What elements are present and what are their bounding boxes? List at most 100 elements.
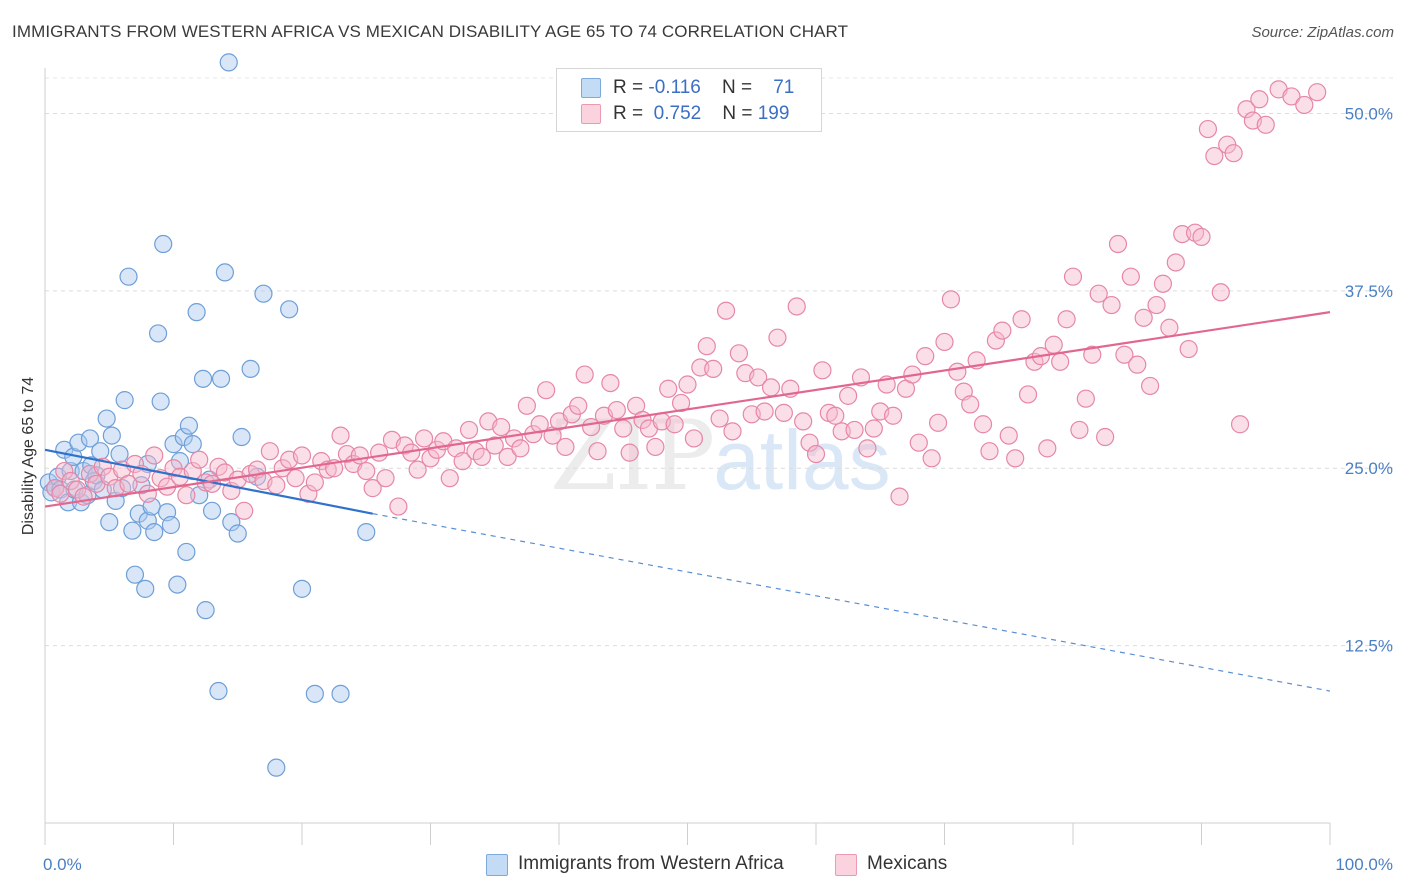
y-axis-title: Disability Age 65 to 74 — [20, 377, 37, 535]
tick-labels: 12.5% 25.0% 37.5% 50.0% 0.0% 100.0% Disability… — [20, 104, 1393, 874]
point-mexicans — [357, 461, 376, 481]
point-mexicans — [948, 362, 967, 381]
point-western-africa — [80, 429, 100, 448]
point-mexicans — [1134, 308, 1153, 327]
point-mexicans — [1237, 100, 1256, 119]
point-mexicans — [408, 460, 427, 479]
point-mexicans — [517, 396, 536, 415]
point-mexicans — [1018, 385, 1038, 404]
point-mexicans — [1205, 146, 1224, 166]
point-mexicans — [684, 429, 704, 448]
point-western-africa — [145, 522, 164, 542]
point-western-africa — [164, 435, 183, 454]
point-mexicans — [145, 446, 164, 465]
point-mexicans — [1044, 335, 1063, 354]
point-mexicans — [235, 501, 254, 520]
point-mexicans — [1230, 415, 1250, 434]
trend-mexicans — [44, 311, 1331, 508]
point-mexicans — [190, 450, 209, 469]
point-mexicans — [729, 344, 749, 363]
legend-r-value: 0.752 — [653, 103, 702, 124]
point-mexicans — [607, 400, 626, 420]
point-western-africa — [119, 267, 138, 286]
point-mexicans — [858, 439, 877, 458]
point-mexicans — [1051, 352, 1070, 371]
point-western-africa — [91, 442, 110, 461]
y-tick-label: 37.5% — [1345, 282, 1393, 301]
point-mexicans — [267, 476, 286, 495]
point-mexicans — [51, 484, 70, 503]
point-mexicans — [935, 332, 954, 352]
point-mexicans — [1282, 87, 1301, 106]
point-mexicans — [299, 484, 318, 503]
legend-r-value: -0.116 — [648, 77, 701, 98]
point-mexicans — [472, 447, 491, 466]
legend-swatch-pink — [581, 104, 601, 124]
point-western-africa — [183, 435, 202, 454]
y-tick-label: 25.0% — [1345, 459, 1393, 478]
legend-n-value: 199 — [757, 103, 790, 124]
point-mexicans — [999, 426, 1018, 445]
point-mexicans — [659, 379, 678, 398]
point-mexicans — [370, 443, 389, 462]
point-mexicans — [1070, 420, 1089, 440]
point-western-africa — [222, 513, 241, 532]
point-mexicans — [1096, 427, 1115, 447]
point-mexicans — [1108, 234, 1128, 254]
point-western-africa — [138, 511, 157, 530]
trend-western-africa-extrapolated — [372, 513, 1331, 692]
y-tick-label: 12.5% — [1345, 637, 1393, 656]
point-western-africa — [187, 303, 206, 322]
point-mexicans — [620, 443, 639, 462]
point-mexicans — [1153, 274, 1173, 293]
point-mexicans — [569, 396, 588, 415]
point-western-africa — [202, 501, 222, 520]
chart-title: IMMIGRANTS FROM WESTERN AFRICA VS MEXICA… — [12, 22, 849, 41]
point-mexicans — [395, 436, 414, 455]
y-tick-label: 50.0% — [1345, 104, 1393, 123]
point-western-africa — [196, 601, 215, 620]
point-western-africa — [161, 515, 181, 535]
point-mexicans — [1102, 295, 1121, 315]
point-mexicans — [119, 474, 138, 493]
point-mexicans — [1179, 339, 1198, 359]
point-western-africa — [254, 284, 273, 303]
point-mexicans — [556, 437, 575, 457]
point-mexicans — [665, 415, 684, 434]
point-mexicans — [68, 480, 87, 499]
point-mexicans — [1012, 310, 1031, 329]
point-mexicans — [883, 406, 903, 425]
point-mexicans — [1006, 449, 1025, 468]
point-western-africa — [219, 53, 238, 72]
point-western-africa — [232, 427, 251, 447]
point-mexicans — [537, 381, 556, 400]
point-mexicans — [1198, 119, 1218, 139]
point-mexicans — [794, 412, 813, 431]
axes — [44, 68, 1331, 845]
point-mexicans — [1063, 267, 1083, 286]
point-western-africa — [193, 369, 213, 388]
point-mexicans — [440, 469, 459, 488]
point-mexicans — [768, 328, 787, 347]
point-mexicans — [485, 436, 504, 455]
point-western-africa — [168, 575, 187, 594]
point-mexicans — [761, 378, 781, 397]
point-mexicans — [1121, 267, 1140, 286]
point-western-africa — [215, 263, 234, 282]
watermark-atlas: atlas — [713, 413, 891, 507]
point-mexicans — [845, 420, 864, 440]
point-mexicans — [1089, 284, 1108, 303]
legend-r-label: R = — [613, 77, 644, 98]
point-western-africa — [115, 391, 134, 410]
point-western-africa — [102, 426, 121, 445]
point-mexicans — [800, 433, 819, 452]
point-western-africa — [151, 392, 170, 411]
correlation-legend: R = -0.116 N = 71 R = 0.752 N = 199 — [556, 68, 822, 132]
point-western-africa — [177, 542, 196, 562]
point-mexicans — [806, 444, 826, 464]
point-mexicans — [55, 461, 74, 481]
point-mexicans — [1140, 376, 1160, 396]
point-western-africa — [357, 522, 376, 542]
point-mexicans — [1256, 115, 1275, 134]
